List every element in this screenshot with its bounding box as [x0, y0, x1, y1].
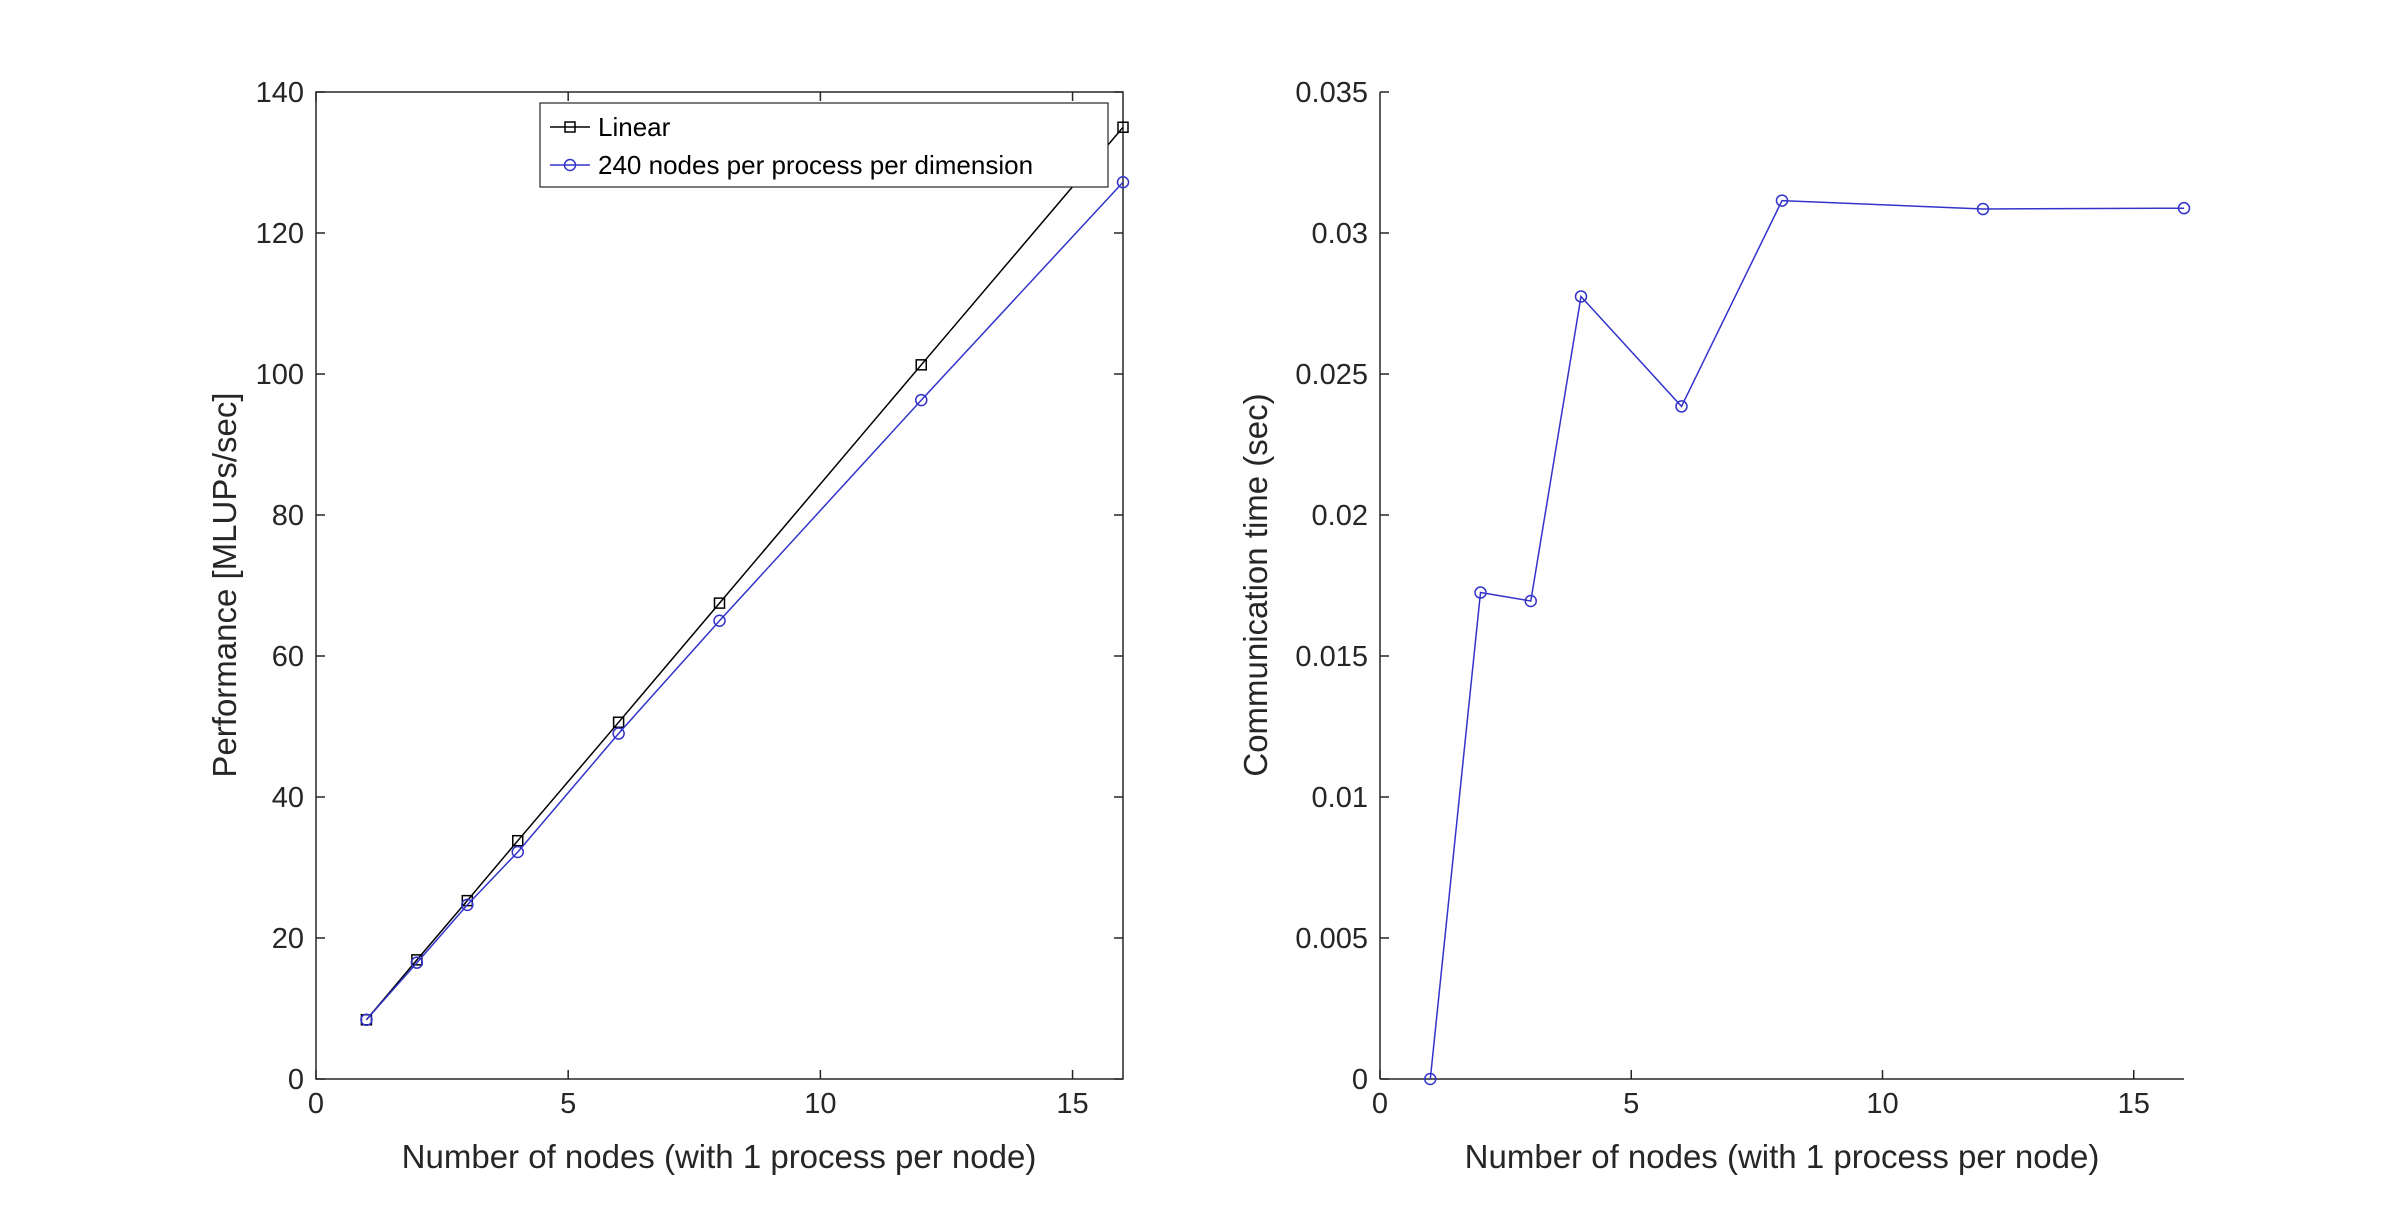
- legend-240-label: 240 nodes per process per dimension: [598, 150, 1033, 180]
- communication-y-tick-label: 0.035: [1295, 77, 1368, 109]
- communication-series-0-point: [1675, 400, 1688, 413]
- performance-legend: Linear 240 nodes per process per dimensi…: [539, 102, 1109, 188]
- performance-y-tick-label: 20: [272, 923, 304, 955]
- communication-y-tick-label: 0.03: [1312, 218, 1368, 250]
- performance-series-1-point: [511, 845, 524, 859]
- performance-series-1-point: [612, 727, 625, 740]
- communication-x-tick-label: 5: [1623, 1088, 1639, 1120]
- performance-series-1-line: [365, 181, 1124, 1021]
- communication-series-0-point: [1976, 202, 1990, 216]
- performance-x-axis-label: Number of nodes (with 1 process per node…: [402, 1138, 1037, 1175]
- communication-series-0-point: [1775, 194, 1789, 207]
- performance-y-tick-label: 100: [256, 359, 304, 391]
- legend-linear-marker: [564, 121, 576, 133]
- communication-y-axis-label: Communication time (sec): [1237, 393, 1274, 776]
- communication-series-0-point: [1474, 586, 1487, 599]
- performance-x-tick-label: 15: [1056, 1088, 1088, 1120]
- communication-series: [1424, 194, 2191, 1086]
- communication-x-tick-label: 10: [1866, 1088, 1898, 1120]
- communication-series-0-point: [1574, 290, 1588, 303]
- performance-y-tick-label: 80: [272, 500, 304, 532]
- communication-y-tick-label: 0.025: [1295, 359, 1368, 391]
- communication-series-0-line: [1429, 199, 2185, 1080]
- performance-y-tick-label: 140: [256, 77, 304, 109]
- performance-x-tick-label: 5: [560, 1088, 576, 1120]
- communication-ticks: 0 5 10 15 0 0.005 0.01 0.015 0.02 0.025 0.03 0.035: [1295, 77, 2149, 1120]
- performance-ticks: 0 5 10 15 0 20 40 60 80 100 120 140: [256, 77, 1123, 1120]
- performance-series-0-line: [365, 126, 1124, 1021]
- communication-y-tick-label: 0.01: [1312, 782, 1368, 814]
- communication-y-tick-label: 0.015: [1295, 641, 1368, 673]
- performance-series-0-point: [512, 834, 524, 847]
- communication-chart: 0 5 10 1500.0050.010.0150.020.0250.030.035 …: [1237, 77, 2191, 1175]
- legend-box: [539, 102, 1109, 188]
- performance-y-tick-label: 40: [272, 782, 304, 814]
- performance-series-1-point: [1116, 175, 1130, 189]
- communication-y-tick-label: 0.005: [1295, 923, 1368, 955]
- performance-plot-area: [315, 91, 1124, 1080]
- communication-x-axis-label: Number of nodes (with 1 process per node…: [1465, 1138, 2100, 1175]
- performance-series-0-point: [1117, 121, 1129, 133]
- performance-series: [360, 121, 1130, 1027]
- performance-y-tick-label: 0: [288, 1064, 304, 1096]
- communication-x-tick-label: 0: [1372, 1088, 1388, 1120]
- performance-series-1-point: [410, 956, 424, 969]
- performance-series-1-point: [915, 393, 928, 407]
- communication-series-0-point: [1424, 1072, 1437, 1086]
- performance-x-tick-label: 10: [804, 1088, 836, 1120]
- performance-y-axis-label: Performance [MLUPs/sec]: [206, 392, 243, 777]
- communication-series-0-point: [1524, 594, 1537, 608]
- performance-series-1-point: [713, 614, 726, 627]
- communication-y-tick-label: 0.02: [1312, 500, 1368, 532]
- performance-series-1-point: [360, 1013, 373, 1027]
- communication-y-tick-label: 0: [1352, 1064, 1368, 1096]
- performance-chart: 0 5 10 15 0 20 40 60 80 100 120 140 Number of nodes…: [206, 77, 1130, 1175]
- performance-series-0-point: [612, 716, 625, 729]
- communication-series-0-point: [2177, 201, 2191, 215]
- legend-240-marker: [563, 158, 577, 172]
- performance-y-tick-label: 60: [272, 641, 304, 673]
- communication-x-tick-label: 15: [2118, 1088, 2150, 1120]
- performance-x-tick-label: 0: [308, 1088, 324, 1120]
- performance-series-0-point: [713, 597, 726, 609]
- performance-y-tick-label: 120: [256, 218, 304, 250]
- performance-series-1-point: [461, 898, 474, 912]
- performance-series-0-point: [915, 359, 927, 371]
- legend-linear-label: Linear: [598, 112, 671, 142]
